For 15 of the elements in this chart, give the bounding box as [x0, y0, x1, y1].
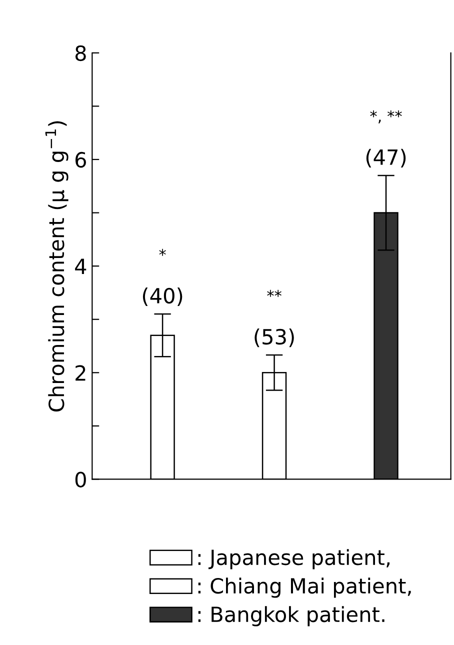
- annotation: **: [267, 290, 282, 297]
- annotation: (47): [366, 148, 406, 168]
- legend-label: : Bangkok patient.: [198, 606, 384, 626]
- y-tick-label: 6: [76, 152, 86, 168]
- annotation: *: [159, 248, 166, 256]
- y-tick-label: 8: [75, 45, 86, 62]
- y-tick-label: 4: [75, 258, 86, 274]
- annotation: *, **: [370, 110, 402, 124]
- legend-label: : Chiang Mai patient,: [198, 578, 411, 598]
- legend-label: : Japanese patient,: [198, 549, 390, 570]
- y-tick-label: 2: [76, 365, 86, 381]
- y-axis-title: Chromium content (μ g g$^{−1}$): [45, 121, 68, 412]
- annotation: (53): [254, 328, 294, 348]
- y-tick-label: 0: [75, 472, 86, 488]
- annotation: (40): [142, 287, 182, 306]
